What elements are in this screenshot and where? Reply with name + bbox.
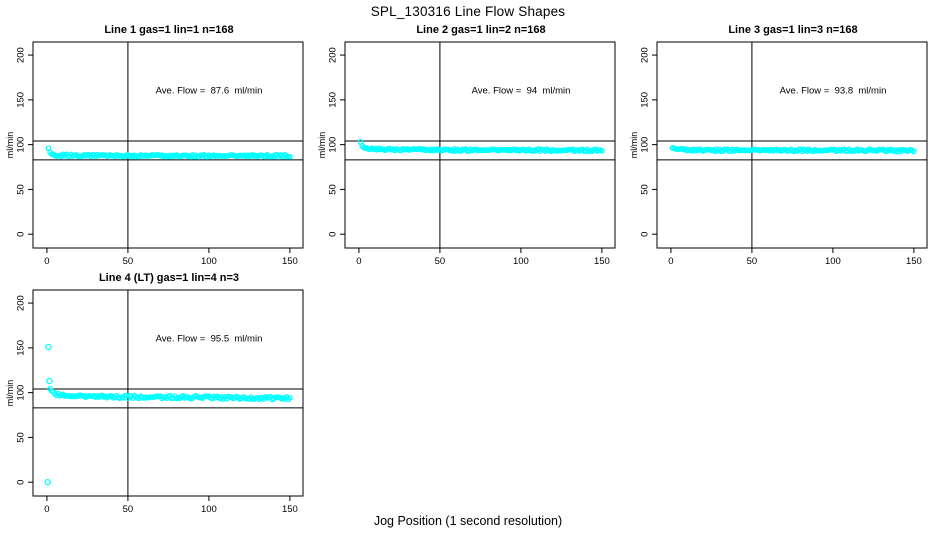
flow-point — [911, 148, 917, 155]
y-tick-label: 200 — [16, 295, 27, 311]
y-tick-label: 200 — [640, 47, 651, 63]
flow-outlier-point — [44, 478, 51, 486]
x-tick-label: 0 — [44, 256, 49, 267]
panel-2-title: Line 2 gas=1 lin=2 n=168 — [416, 24, 546, 36]
x-tick-label: 150 — [906, 256, 922, 267]
flow-outlier-point — [46, 377, 53, 385]
y-tick-label: 100 — [16, 137, 27, 153]
panel-1-ave-flow-annotation: Ave. Flow = 87.6 ml/min — [155, 85, 263, 97]
plot-box — [656, 41, 928, 249]
y-tick-label: 150 — [16, 340, 27, 356]
y-tick-label: 50 — [328, 184, 339, 195]
y-tick-label: 150 — [328, 92, 339, 108]
y-tick-label: 150 — [16, 92, 27, 108]
plot-box — [32, 41, 304, 249]
y-tick-label: 50 — [640, 184, 651, 195]
x-tick-label: 50 — [435, 256, 446, 267]
figure-title: SPL_130316 Line Flow Shapes — [370, 4, 566, 19]
panel-1-plot: 0 50 100 150 200 0 50 100 150 — [16, 41, 304, 267]
flow-point — [287, 394, 293, 401]
x-tick-label: 100 — [201, 256, 217, 267]
plot-box — [344, 41, 616, 249]
x-tick-label: 150 — [282, 504, 298, 515]
y-tick-label: 0 — [328, 232, 339, 237]
panel-4-y-axis-label: ml/min — [5, 379, 15, 407]
x-tick-label: 150 — [282, 256, 298, 267]
y-tick-label: 50 — [16, 184, 27, 195]
y-tick-label: 200 — [16, 47, 27, 63]
panel-1-title: Line 1 gas=1 lin=1 n=168 — [104, 24, 234, 36]
panel-4-ave-flow-annotation: Ave. Flow = 95.5 ml/min — [155, 333, 263, 345]
y-tick-label: 0 — [640, 232, 651, 237]
panel-4-plot: 0 50 100 150 200 0 50 100 150 — [16, 289, 304, 515]
panel-1-y-axis-label: ml/min — [5, 131, 15, 159]
axis-ticks: 0 50 100 150 200 0 50 100 150 — [16, 295, 298, 515]
axis-ticks: 0 50 100 150 200 0 50 100 150 — [16, 47, 298, 267]
panel-2-y-axis-label: ml/min — [317, 131, 327, 159]
x-tick-label: 50 — [123, 256, 134, 267]
panel-3-plot: 0 50 100 150 200 0 50 100 150 — [640, 41, 928, 267]
plot-box — [32, 289, 304, 497]
panel-4-title: Line 4 (LT) gas=1 lin=4 n=3 — [98, 272, 240, 284]
panel-3-y-axis-label: ml/min — [629, 131, 639, 159]
x-tick-label: 50 — [747, 256, 758, 267]
x-tick-label: 50 — [123, 504, 134, 515]
x-tick-label: 0 — [44, 504, 49, 515]
axis-ticks: 0 50 100 150 200 0 50 100 150 — [328, 47, 610, 267]
y-tick-label: 100 — [16, 385, 27, 401]
y-tick-label: 100 — [328, 137, 339, 153]
x-tick-label: 0 — [668, 256, 673, 267]
x-axis-label: Jog Position (1 second resolution) — [373, 514, 563, 528]
y-tick-label: 100 — [640, 137, 651, 153]
flow-point — [287, 153, 293, 160]
x-tick-label: 100 — [201, 504, 217, 515]
y-tick-label: 150 — [640, 92, 651, 108]
data-points — [357, 139, 605, 155]
data-points — [45, 145, 293, 160]
x-tick-label: 100 — [825, 256, 841, 267]
flow-outlier-point — [45, 343, 52, 351]
y-tick-label: 50 — [16, 432, 27, 443]
y-tick-label: 0 — [16, 232, 27, 237]
panel-2-ave-flow-annotation: Ave. Flow = 94 ml/min — [471, 85, 571, 97]
data-points — [669, 144, 917, 155]
axis-ticks: 0 50 100 150 200 0 50 100 150 — [640, 47, 922, 267]
panel-3-title: Line 3 gas=1 lin=3 n=168 — [728, 24, 858, 36]
y-tick-label: 200 — [328, 47, 339, 63]
x-tick-label: 0 — [356, 256, 361, 267]
panel-2-plot: 0 50 100 150 200 0 50 100 150 — [328, 41, 616, 267]
panel-3-ave-flow-annotation: Ave. Flow = 93.8 ml/min — [779, 85, 887, 97]
x-tick-label: 100 — [513, 256, 529, 267]
y-tick-label: 0 — [16, 480, 27, 485]
data-points — [44, 343, 293, 486]
flow-point — [599, 148, 605, 154]
x-tick-label: 150 — [594, 256, 610, 267]
